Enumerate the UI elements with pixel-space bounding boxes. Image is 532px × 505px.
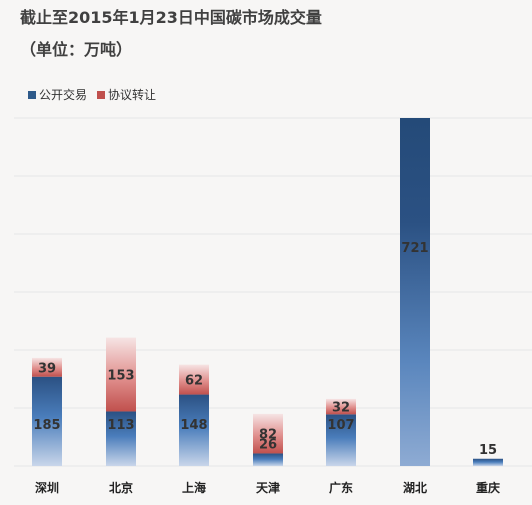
- data-label-agreement-0: 39: [38, 361, 56, 376]
- bar-public-0: [32, 376, 62, 466]
- category-label-5: 湖北: [403, 480, 427, 495]
- data-label-public-6: 15: [479, 443, 497, 458]
- data-label-public-2: 148: [180, 418, 207, 433]
- data-label-agreement-2: 62: [185, 374, 203, 389]
- legend: 公开交易 协议转让: [28, 86, 156, 103]
- bar-public-5: [400, 118, 430, 466]
- bar-agreement-0: [32, 357, 62, 377]
- bar-public-6: [473, 458, 503, 466]
- data-label-public-0: 185: [33, 418, 60, 433]
- data-label-public-4: 107: [327, 418, 354, 433]
- legend-item-agreement: 协议转让: [97, 86, 156, 103]
- data-label-agreement-1: 153: [107, 369, 134, 384]
- data-label-agreement-4: 32: [332, 401, 350, 416]
- data-label-public-3: 26: [259, 437, 277, 452]
- legend-label-public: 公开交易: [39, 88, 88, 102]
- bar-agreement-4: [326, 398, 356, 415]
- category-label-1: 北京: [109, 480, 133, 495]
- bar-agreement-2: [179, 364, 209, 395]
- data-label-public-5: 721: [401, 241, 428, 256]
- data-label-agreement-3: 82: [259, 428, 277, 443]
- chart-title: 截止至2015年1月23日中国碳市场成交量: [20, 8, 322, 27]
- legend-swatch-public: [28, 90, 36, 99]
- category-label-0: 深圳: [35, 480, 59, 495]
- chart-subtitle: （单位：万吨）: [20, 40, 133, 59]
- bar-public-3: [253, 453, 283, 466]
- legend-item-public: 公开交易: [28, 86, 87, 103]
- bar-agreement-3: [253, 413, 283, 454]
- bar-public-1: [106, 411, 136, 466]
- data-label-public-1: 113: [107, 418, 134, 433]
- bar-agreement-1: [106, 337, 136, 412]
- legend-swatch-agreement: [97, 90, 106, 99]
- category-label-3: 天津: [256, 480, 280, 495]
- category-label-6: 重庆: [476, 480, 500, 495]
- category-label-4: 广东: [329, 480, 353, 495]
- legend-label-agreement: 协议转让: [108, 88, 157, 102]
- bar-public-2: [179, 394, 209, 466]
- category-label-2: 上海: [182, 480, 206, 495]
- bar-public-4: [326, 414, 356, 466]
